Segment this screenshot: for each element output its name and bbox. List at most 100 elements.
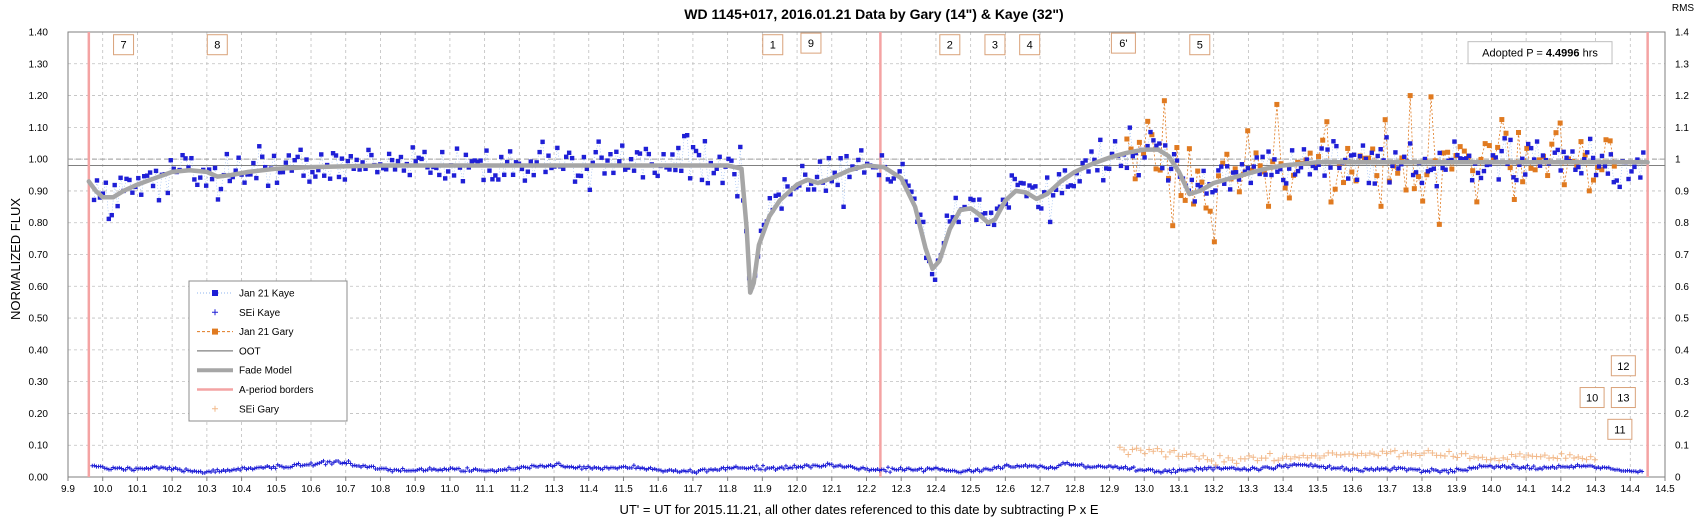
x-tick-label: 10.0	[93, 484, 113, 495]
kaye-point	[242, 180, 247, 185]
kaye-point	[401, 168, 407, 173]
sei-gary-point	[1491, 455, 1498, 462]
sei-kaye-point	[592, 465, 597, 470]
sei-kaye-point	[1250, 465, 1255, 470]
gary-point	[1586, 188, 1592, 194]
sei-kaye-point	[115, 466, 120, 471]
sei-gary-point	[1254, 457, 1261, 464]
sei-kaye-point	[540, 463, 545, 468]
kaye-point	[1295, 168, 1301, 174]
sei-kaye-point	[888, 470, 893, 475]
kaye-point	[1431, 166, 1436, 171]
sei-kaye-point	[1271, 467, 1276, 472]
kaye-point	[413, 159, 418, 164]
kaye-point	[977, 197, 982, 202]
sei-kaye-point	[273, 466, 278, 471]
kaye-point	[257, 144, 262, 149]
sei-kaye-point	[604, 465, 609, 470]
sei-kaye-point	[1575, 462, 1580, 467]
sei-kaye-point	[844, 464, 849, 469]
kaye-point	[1475, 170, 1481, 176]
kaye-point	[1098, 137, 1103, 143]
x-tick-label: 12.0	[787, 484, 807, 495]
sei-kaye-point	[1129, 466, 1134, 470]
kaye-point	[206, 167, 212, 172]
sei-gary-point	[1316, 454, 1323, 461]
sei-kaye-point	[669, 468, 674, 473]
sei-gary-point	[1150, 448, 1157, 455]
kaye-point	[360, 160, 365, 165]
kaye-point	[106, 216, 111, 222]
kaye-point	[484, 148, 489, 153]
sei-kaye-point	[883, 469, 888, 474]
kaye-point	[357, 167, 362, 172]
kaye-point	[1478, 175, 1484, 181]
kaye-point	[835, 182, 840, 188]
sei-kaye-point	[259, 465, 264, 470]
sei-kaye-point	[1517, 466, 1522, 471]
sei-gary-point	[1358, 450, 1365, 457]
sei-kaye-point	[313, 462, 318, 467]
gary-point	[1274, 101, 1280, 107]
sei-kaye-point	[400, 466, 405, 471]
sei-kaye-point	[1398, 465, 1403, 470]
legend-swatch-marker	[212, 290, 218, 296]
sei-kaye-point	[169, 467, 174, 472]
sei-kaye-point	[1067, 462, 1072, 467]
kaye-point	[330, 151, 336, 156]
kaye-point	[1593, 172, 1599, 178]
kaye-point	[115, 203, 120, 209]
kaye-point	[994, 206, 1000, 211]
kaye-point	[1523, 172, 1528, 177]
kaye-point	[646, 151, 652, 157]
sei-kaye-point	[1256, 468, 1261, 473]
sei-gary-point	[1158, 448, 1165, 455]
sei-kaye-point	[342, 460, 347, 465]
sei-kaye-point	[271, 464, 276, 469]
sei-gary-point	[1166, 449, 1173, 456]
kaye-point	[1163, 143, 1168, 148]
kaye-point	[407, 172, 412, 178]
gary-point	[1470, 168, 1476, 174]
gary-point	[1195, 168, 1201, 174]
sei-kaye-point	[1169, 470, 1174, 475]
sei-kaye-point	[958, 470, 963, 475]
sei-kaye-point	[1167, 468, 1172, 473]
kaye-point	[1331, 139, 1336, 144]
kaye-point	[1449, 157, 1454, 163]
kaye-point	[1254, 155, 1259, 160]
sei-gary-point	[1404, 449, 1411, 456]
y2-tick-label: 1	[1675, 155, 1681, 166]
kaye-point	[1298, 165, 1304, 170]
sei-kaye-point	[856, 467, 861, 472]
kaye-point	[443, 176, 448, 181]
kaye-point	[687, 176, 693, 181]
kaye-point	[1148, 129, 1153, 135]
sei-kaye-point	[398, 469, 403, 474]
sei-gary-point	[1566, 451, 1573, 458]
kaye-point	[587, 187, 593, 193]
sei-kaye-point	[1177, 467, 1182, 472]
gary-point	[1178, 193, 1184, 199]
kaye-point	[1531, 157, 1537, 162]
kaye-point	[696, 152, 702, 158]
kaye-point	[1558, 168, 1563, 173]
sei-gary-point	[1200, 452, 1207, 459]
kaye-point	[1337, 165, 1342, 171]
kaye-point	[1540, 153, 1546, 158]
kaye-point	[974, 217, 979, 223]
gary-point	[1170, 223, 1176, 229]
sei-kaye-point	[1283, 462, 1288, 467]
sei-kaye-point	[1192, 468, 1197, 473]
sei-kaye-point	[1146, 467, 1151, 472]
kaye-point	[1269, 172, 1274, 178]
sei-kaye-point	[348, 461, 353, 466]
kaye-point	[475, 159, 480, 165]
sei-kaye-point	[940, 466, 945, 471]
kaye-point	[1413, 170, 1419, 175]
sei-kaye-point	[227, 468, 232, 473]
sei-kaye-point	[688, 467, 693, 472]
sei-kaye-point	[750, 465, 755, 470]
x-tick-label: 12.7	[1030, 484, 1050, 495]
sei-gary-point	[1562, 455, 1569, 462]
